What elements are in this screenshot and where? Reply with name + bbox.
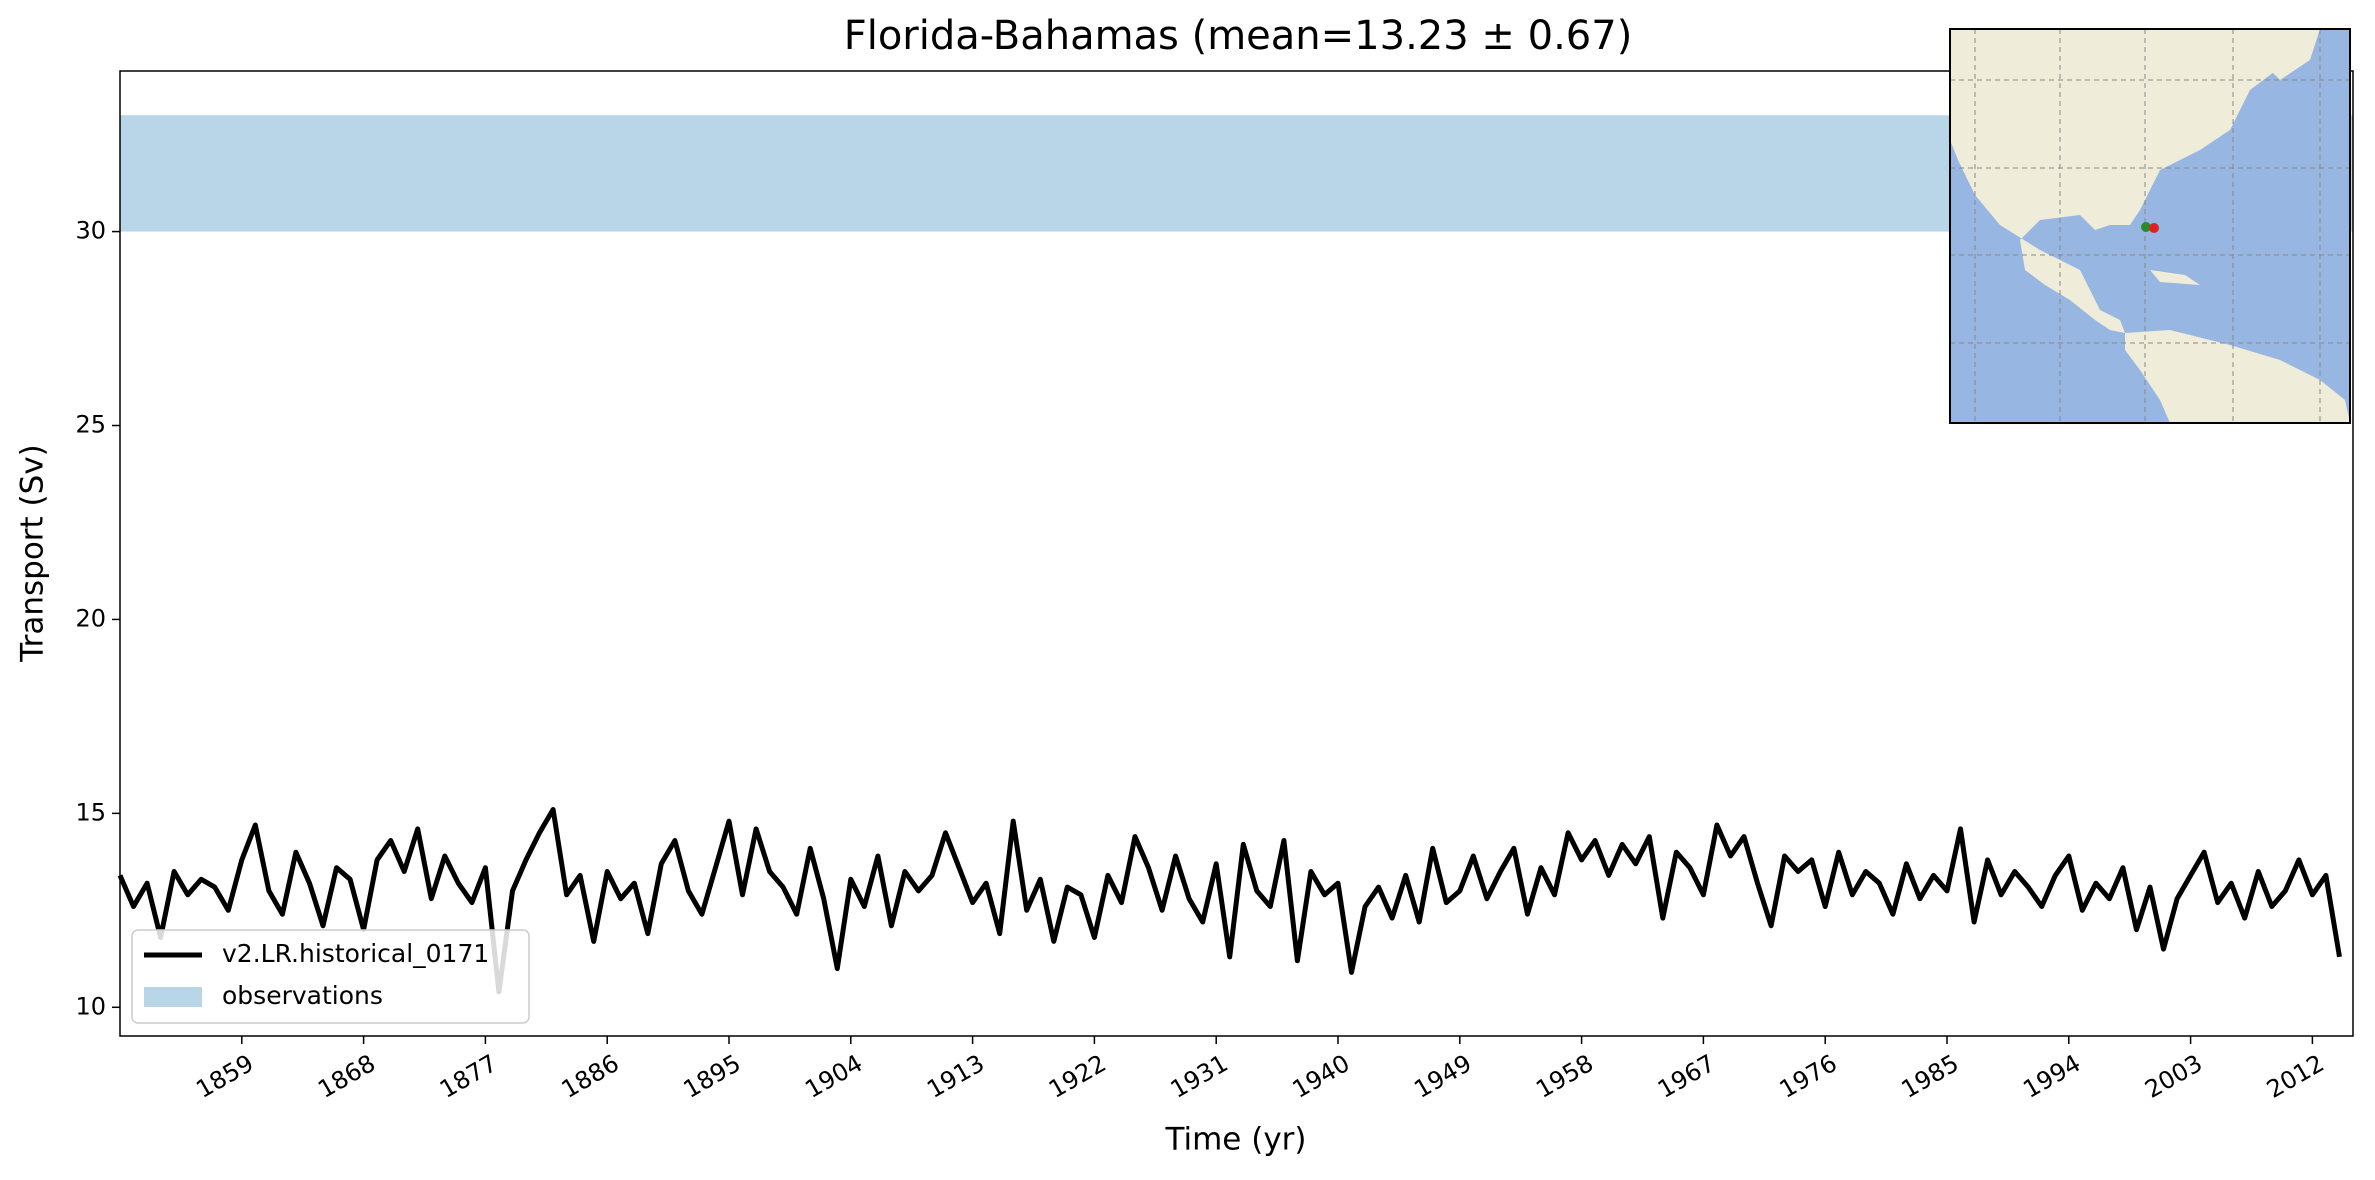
y-tick-label: 20 [75,604,106,632]
map-land [2250,29,2320,80]
x-tick-label: 1958 [1531,1049,1598,1104]
map-land [2150,270,2200,285]
legend-label: observations [222,981,383,1010]
x-tick-label: 1877 [435,1049,502,1104]
x-tick-label: 1967 [1653,1049,1720,1104]
map-marker [2141,222,2151,232]
x-axis-label: Time (yr) [1165,1122,1307,1158]
x-tick-label: 1949 [1409,1049,1476,1104]
series-line [117,807,2342,995]
x-tick-label: 1859 [191,1049,258,1104]
plot-frame [119,70,2354,1037]
map-grid [1950,29,2350,423]
legend-box [131,929,530,1024]
x-tick-label: 1922 [1044,1049,1111,1104]
y-axis-label: Transport (Sv) [15,444,51,663]
legend-patch [144,987,202,1007]
inset-map [1949,28,2351,424]
chart-title: Florida-Bahamas (mean=13.23 ± 0.67) [844,13,1633,59]
x-tick-label: 1904 [800,1049,867,1104]
map-frame [1949,28,2351,424]
x-tick-label: 1895 [679,1049,746,1104]
map-land [2125,330,2350,423]
x-tick-label: 1994 [2018,1049,2085,1104]
x-tick-label: 1931 [1166,1049,1233,1104]
x-tick-label: 1940 [1288,1049,1355,1104]
map-marker [2149,223,2159,233]
map-land [1950,29,2300,333]
x-tick-label: 1913 [922,1049,989,1104]
y-tick-label: 25 [75,411,106,439]
x-tick-label: 1976 [1775,1049,1842,1104]
y-tick-label: 30 [75,217,106,245]
x-tick-label: 1868 [313,1049,380,1104]
legend-label: v2.LR.historical_0171 [222,939,489,968]
x-tick-label: 2012 [2262,1049,2329,1104]
y-tick-label: 10 [75,992,106,1020]
x-tick-label: 1886 [557,1049,624,1104]
x-tick-label: 1985 [1897,1049,1964,1104]
x-tick-label: 2003 [2140,1049,2207,1104]
y-tick-label: 15 [75,798,106,826]
